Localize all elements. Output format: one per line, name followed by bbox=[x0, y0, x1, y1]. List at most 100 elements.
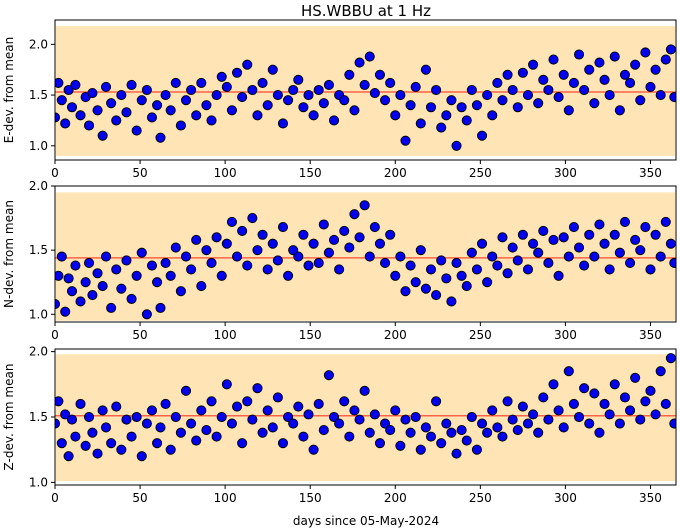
data-point bbox=[216, 71, 227, 82]
data-point bbox=[252, 110, 263, 121]
data-point bbox=[100, 81, 112, 93]
panel-n: 0 50 100 150 200 250 300 350 1.0 1.5 2.0 N-dev. fro… bbox=[2, 179, 677, 342]
data-point bbox=[364, 51, 375, 62]
data-point bbox=[359, 200, 370, 211]
data-point bbox=[374, 69, 386, 80]
data-point bbox=[507, 84, 518, 96]
data-point bbox=[441, 273, 452, 284]
data-point bbox=[175, 286, 186, 297]
data-point bbox=[380, 257, 391, 269]
data-point bbox=[359, 385, 370, 396]
data-point bbox=[558, 422, 569, 433]
data-point bbox=[272, 255, 283, 266]
data-point bbox=[354, 232, 365, 243]
data-point bbox=[186, 84, 197, 96]
data-point bbox=[538, 392, 549, 403]
data-point bbox=[211, 90, 222, 101]
data-point bbox=[522, 90, 534, 101]
data-point bbox=[507, 242, 518, 253]
data-point bbox=[650, 64, 661, 75]
data-point bbox=[272, 392, 283, 403]
data-point bbox=[226, 105, 237, 116]
data-point bbox=[482, 90, 493, 101]
data-point bbox=[136, 451, 147, 462]
data-point bbox=[231, 401, 243, 412]
data-point bbox=[231, 67, 243, 78]
data-point bbox=[446, 95, 457, 106]
data-point bbox=[369, 222, 380, 233]
data-point bbox=[512, 425, 523, 436]
data-point bbox=[599, 74, 610, 85]
data-point bbox=[655, 366, 666, 377]
data-point bbox=[87, 87, 98, 99]
data-point bbox=[650, 409, 661, 420]
data-point bbox=[619, 216, 631, 227]
data-point bbox=[410, 277, 421, 288]
data-point bbox=[70, 79, 81, 90]
data-point bbox=[436, 122, 447, 133]
data-point bbox=[66, 414, 78, 425]
data-point bbox=[405, 260, 416, 271]
data-point bbox=[237, 438, 248, 449]
data-point bbox=[136, 247, 147, 258]
x-tick-label: 250 bbox=[469, 166, 492, 180]
data-point bbox=[669, 92, 676, 103]
data-point bbox=[476, 418, 488, 429]
data-point bbox=[226, 418, 237, 429]
data-point bbox=[206, 115, 217, 126]
y-tick-label: 1.5 bbox=[29, 410, 48, 424]
data-point bbox=[55, 396, 64, 407]
data-point bbox=[487, 405, 498, 416]
data-point bbox=[283, 411, 294, 423]
data-point bbox=[665, 44, 676, 55]
data-point bbox=[400, 414, 411, 425]
data-point bbox=[308, 110, 319, 121]
data-point bbox=[191, 110, 202, 121]
data-point bbox=[262, 264, 273, 275]
data-point bbox=[121, 255, 132, 266]
data-point bbox=[609, 379, 620, 390]
data-point bbox=[97, 281, 108, 292]
data-point bbox=[328, 115, 340, 126]
y-tick-label: 2.0 bbox=[29, 179, 48, 193]
data-point bbox=[543, 84, 554, 96]
data-point bbox=[471, 444, 482, 455]
data-point bbox=[655, 90, 666, 101]
data-point bbox=[106, 98, 117, 109]
data-point bbox=[146, 260, 158, 271]
data-point bbox=[630, 372, 641, 383]
panel-z: 0 50 100 150 200 250 300 350 1.0 1.5 2.0 Z-dev. fro… bbox=[2, 345, 677, 505]
data-point bbox=[196, 77, 207, 88]
data-point bbox=[573, 242, 585, 253]
data-point bbox=[625, 77, 636, 88]
data-point bbox=[152, 438, 163, 449]
data-point bbox=[497, 95, 508, 106]
data-point bbox=[563, 251, 574, 262]
data-point bbox=[231, 251, 243, 262]
data-point bbox=[303, 409, 314, 420]
data-point bbox=[604, 264, 615, 275]
data-point bbox=[390, 270, 401, 281]
data-point bbox=[323, 79, 334, 90]
data-point bbox=[116, 283, 127, 294]
data-point bbox=[497, 232, 508, 243]
data-point bbox=[507, 414, 518, 425]
data-point bbox=[584, 229, 595, 240]
x-tick-label: 200 bbox=[384, 491, 407, 505]
data-point bbox=[660, 398, 671, 409]
data-point bbox=[456, 270, 467, 281]
data-point bbox=[221, 238, 232, 249]
data-point bbox=[206, 396, 217, 407]
data-point bbox=[216, 411, 227, 423]
data-point bbox=[374, 238, 386, 249]
x-tick-label: 100 bbox=[214, 328, 237, 342]
data-point bbox=[385, 229, 396, 240]
data-point bbox=[165, 270, 176, 281]
data-point bbox=[579, 84, 590, 96]
data-point bbox=[415, 245, 426, 256]
data-point bbox=[497, 431, 508, 442]
data-point bbox=[196, 281, 207, 292]
data-point bbox=[201, 100, 212, 111]
data-point bbox=[318, 98, 329, 109]
data-point bbox=[645, 264, 656, 275]
